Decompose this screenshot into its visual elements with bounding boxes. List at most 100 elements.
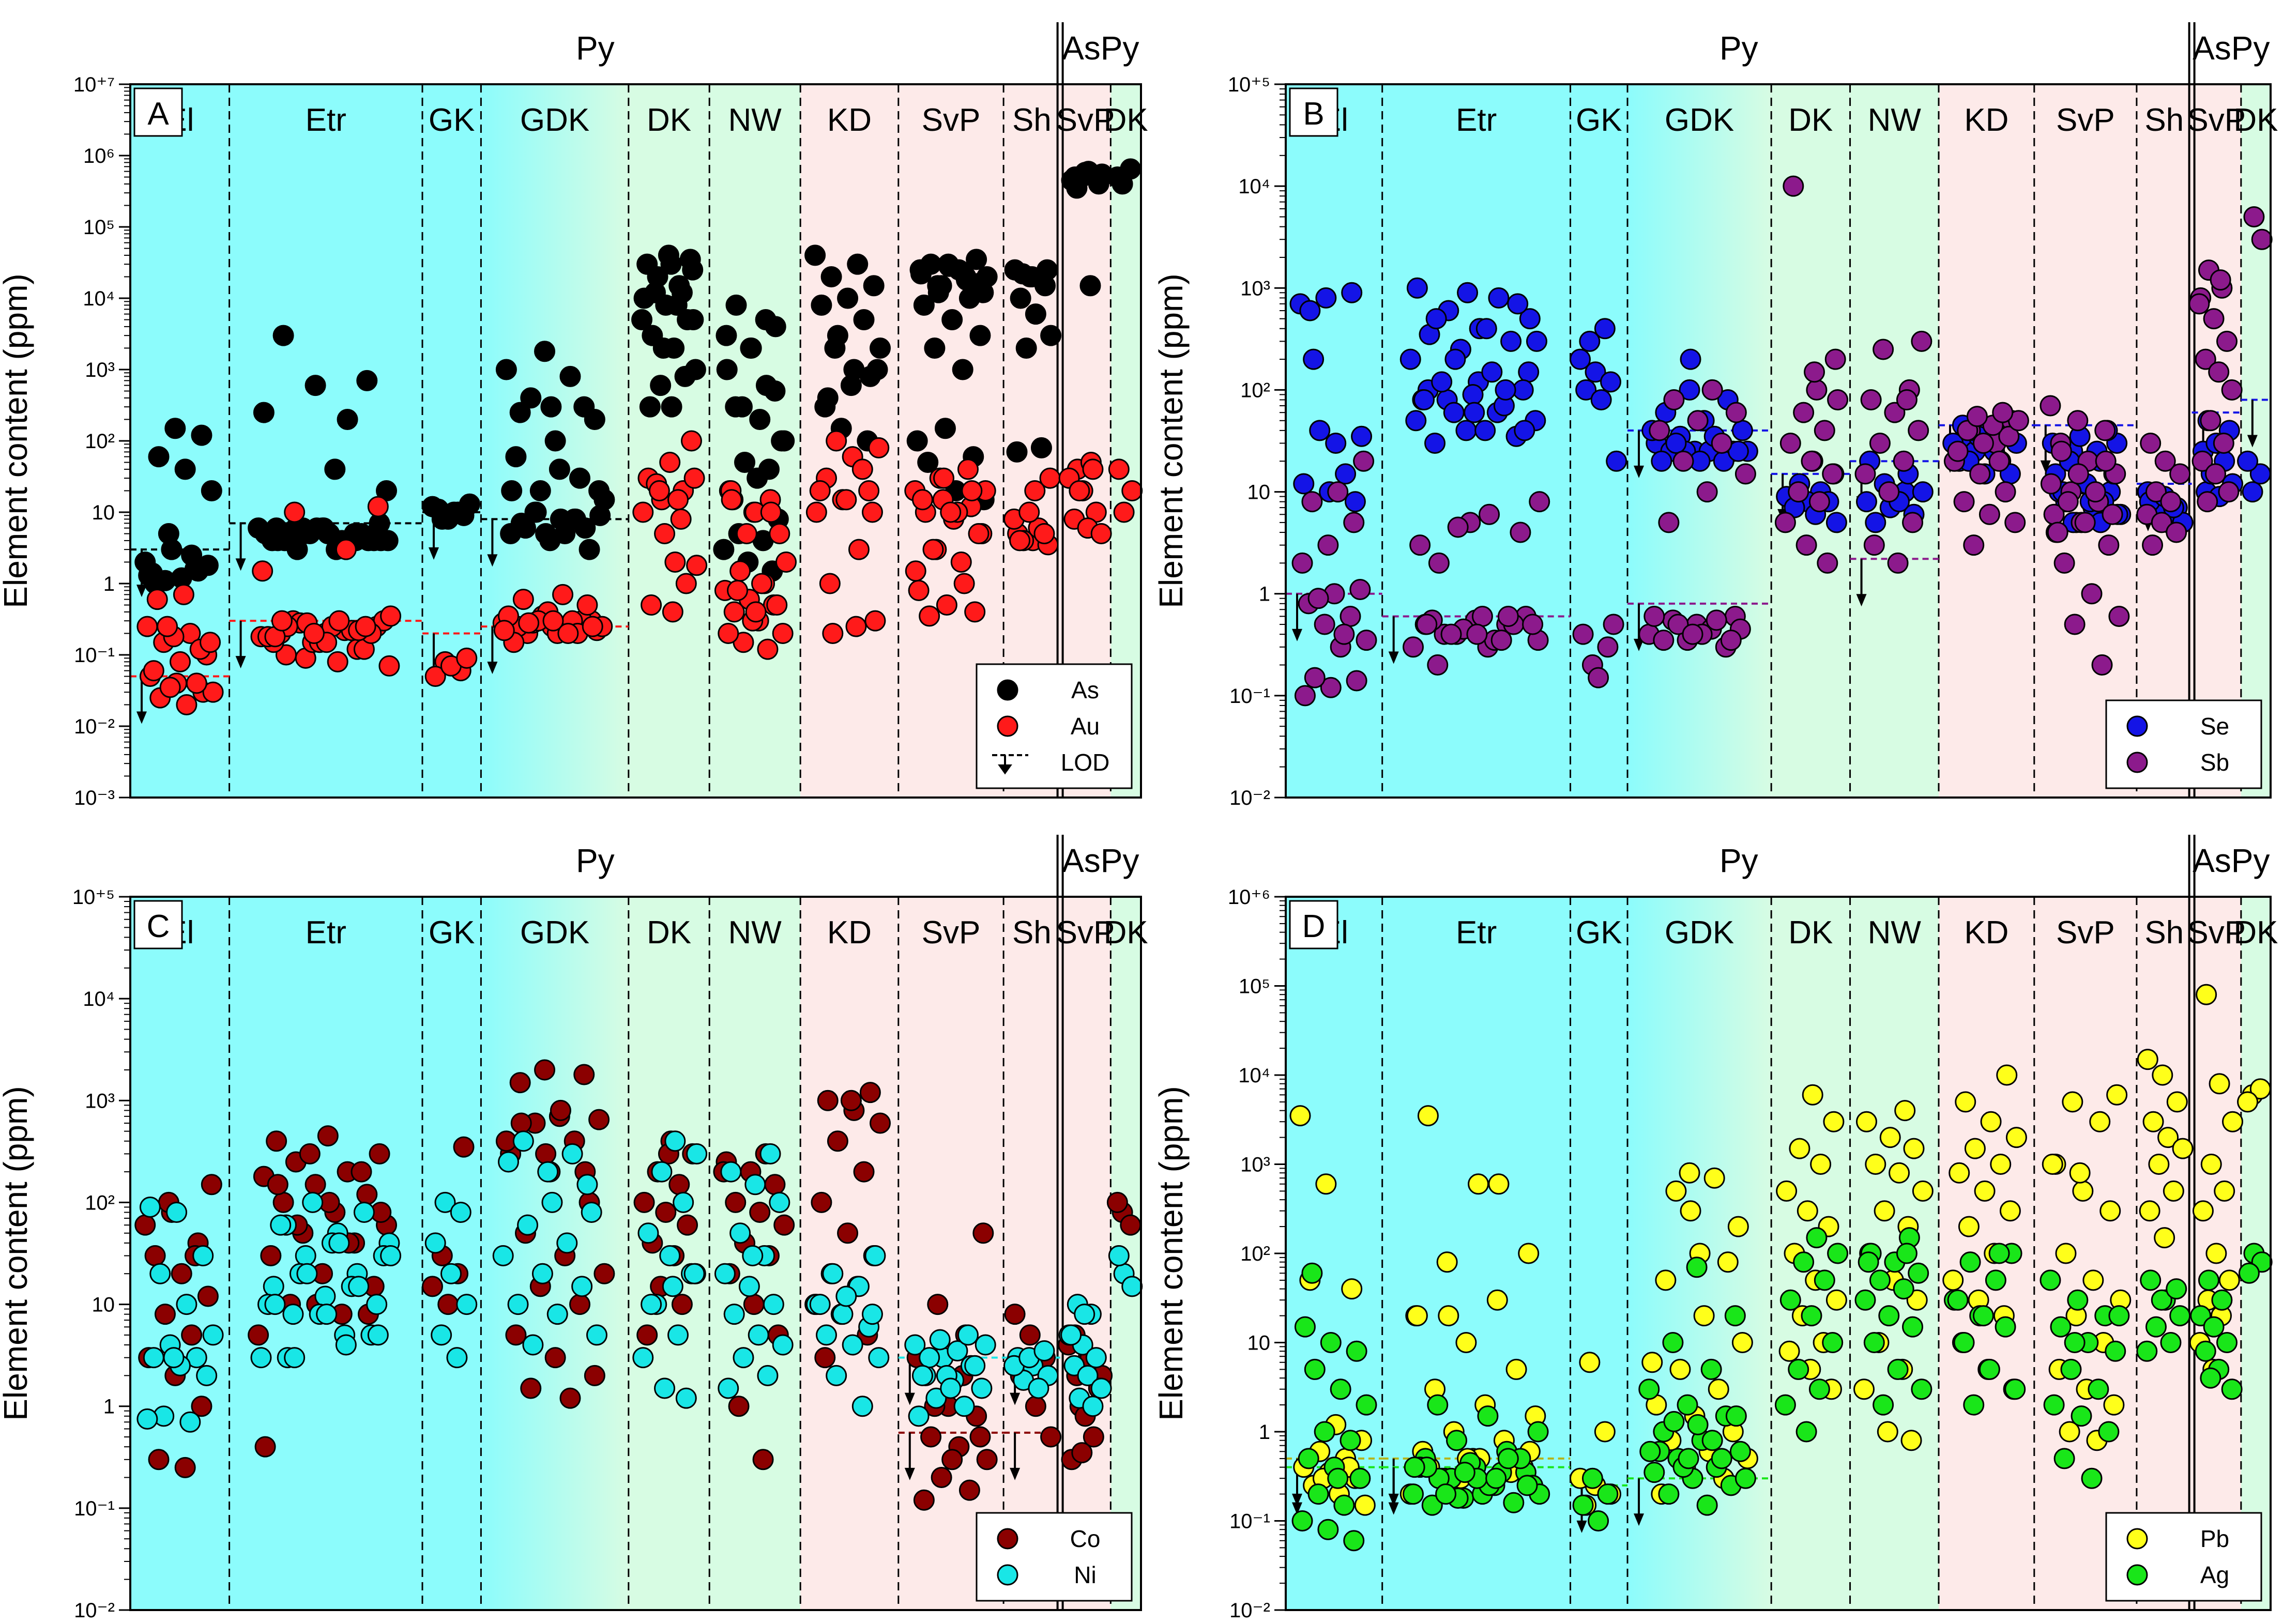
- data-point-pb: [1802, 1084, 1823, 1106]
- data-point-sb: [2169, 463, 2191, 485]
- data-point-ni: [202, 1324, 224, 1346]
- data-point-ag: [2071, 1405, 2092, 1427]
- data-point-ni: [851, 1396, 873, 1417]
- data-point-se: [1488, 287, 1510, 309]
- data-point-ni: [446, 1347, 468, 1369]
- data-point-au: [143, 660, 164, 682]
- data-point-sb: [1304, 667, 1326, 688]
- y-tick-label: 1: [1259, 1421, 1270, 1444]
- data-point-as: [324, 458, 346, 480]
- data-point-pb: [2209, 1073, 2230, 1095]
- data-point-ag: [1908, 1262, 1929, 1284]
- group-label-py: Py: [576, 842, 615, 879]
- data-point-co: [191, 1396, 212, 1417]
- data-point-co: [520, 1377, 542, 1399]
- y-tick-label: 10²: [85, 1191, 115, 1214]
- data-point-ni: [769, 1191, 790, 1213]
- data-point-as: [966, 249, 987, 270]
- data-point-as: [866, 359, 888, 380]
- data-point-ag: [1729, 1441, 1751, 1462]
- category-label-dk: DK: [647, 102, 691, 138]
- data-point-pb: [2055, 1243, 2077, 1264]
- data-point-ag: [1446, 1430, 1468, 1451]
- legend-swatch-sb: [2126, 752, 2148, 773]
- data-point-sb: [1860, 389, 1882, 411]
- data-point-pb: [2103, 1394, 2125, 1416]
- data-point-ni: [929, 1329, 951, 1351]
- data-point-se: [1455, 420, 1477, 441]
- data-point-ni: [366, 1294, 388, 1315]
- data-point-pb: [2205, 1243, 2227, 1264]
- data-point-ni: [541, 1191, 563, 1213]
- data-point-ni: [176, 1294, 197, 1315]
- data-point-se: [1413, 389, 1435, 411]
- data-point-ni: [673, 1191, 694, 1213]
- data-point-ni: [748, 1324, 769, 1346]
- y-tick-label: 10: [1247, 481, 1271, 504]
- data-point-sb: [1416, 614, 1438, 635]
- data-point-co: [837, 1222, 859, 1244]
- data-point-ag: [1893, 1278, 1914, 1300]
- data-point-ag: [1497, 1448, 1519, 1469]
- legend: Se Sb: [2105, 699, 2262, 789]
- data-point-pb: [1708, 1378, 1729, 1400]
- data-point-sb: [1340, 605, 1361, 627]
- data-point-au: [905, 560, 926, 582]
- data-point-sb: [1353, 450, 1375, 472]
- data-point-au: [919, 605, 940, 627]
- data-point-pb: [2099, 1200, 2121, 1222]
- data-point-pb: [1693, 1305, 1715, 1327]
- data-point-pb: [2139, 1200, 2160, 1222]
- data-point-co: [671, 1294, 693, 1315]
- data-point-as: [740, 337, 762, 359]
- data-point-se: [1865, 512, 1886, 533]
- data-point-ni: [925, 1387, 947, 1409]
- data-point-ni: [971, 1377, 993, 1399]
- data-point-pb: [2089, 1111, 2111, 1132]
- data-point-as: [938, 255, 960, 277]
- data-point-se: [1606, 450, 1627, 472]
- data-point-sb: [2216, 330, 2238, 352]
- data-point-se: [1507, 293, 1529, 315]
- data-point-ag: [1404, 1457, 1425, 1478]
- data-point-au: [964, 601, 986, 623]
- data-point-pb: [1665, 1180, 1687, 1202]
- data-point-se: [1431, 371, 1453, 393]
- data-point-ag: [1349, 1467, 1371, 1489]
- data-point-se: [1512, 379, 1534, 401]
- data-point-ni: [953, 1396, 975, 1417]
- data-point-se: [1594, 318, 1616, 340]
- data-point-pb: [1703, 1167, 1725, 1189]
- data-point-au: [1039, 467, 1061, 489]
- legend-box: [2105, 1512, 2262, 1602]
- data-point-sb: [1893, 450, 1914, 472]
- category-label-sh: Sh: [2144, 915, 2184, 951]
- data-point-se: [1399, 348, 1421, 370]
- lod-arrow-head: [487, 662, 498, 675]
- data-point-as: [636, 253, 658, 275]
- data-point-ag: [1696, 1494, 1718, 1516]
- data-point-ag: [1343, 1530, 1365, 1552]
- data-point-au: [751, 573, 773, 594]
- data-point-ag: [2136, 1340, 2158, 1362]
- data-point-au: [557, 622, 579, 644]
- data-point-as: [525, 501, 547, 523]
- data-point-au: [922, 539, 944, 560]
- data-point-pb: [1505, 1358, 1527, 1380]
- data-point-se: [1526, 330, 1547, 352]
- data-point-ag: [1902, 1316, 1924, 1338]
- data-point-ni: [335, 1334, 357, 1356]
- data-point-pb: [1865, 1154, 1886, 1175]
- data-point-ni: [380, 1245, 402, 1267]
- data-point-ni: [957, 1324, 979, 1346]
- data-point-se: [1590, 389, 1612, 411]
- lod-arrow-head: [235, 656, 246, 669]
- data-point-ni: [835, 1285, 857, 1307]
- data-point-ag: [1985, 1269, 2006, 1291]
- region-bg-sh: [1003, 897, 1060, 1610]
- y-tick-label: 10²: [1240, 379, 1270, 402]
- data-point-sb: [2050, 440, 2072, 462]
- y-tick-label: 10⁻²: [1229, 1599, 1270, 1622]
- data-point-ni: [1121, 1276, 1143, 1297]
- data-point-sb: [1884, 402, 1906, 423]
